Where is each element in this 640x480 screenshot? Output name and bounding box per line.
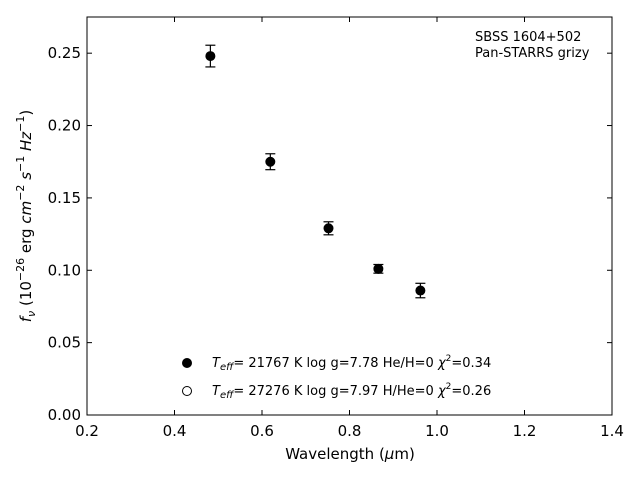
y-label-hz: Hz xyxy=(17,131,35,156)
x-tick-label: 1.4 xyxy=(600,422,624,440)
legend-entry-1: Teff= 21767 K log g=7.78 He/H=0 χ2=0.34 xyxy=(212,354,491,373)
data-point xyxy=(265,156,276,167)
legend-1-sq: 2 xyxy=(446,354,452,364)
x-tick-label: 1.2 xyxy=(513,422,537,440)
data-points xyxy=(205,44,426,299)
legend-1-t: T xyxy=(212,356,221,371)
x-axis-label-mu: μ xyxy=(384,445,395,463)
legend-marker-filled xyxy=(182,358,192,368)
x-tick-label: 0.6 xyxy=(250,422,274,440)
legend-1-chi2: =0.34 xyxy=(451,356,491,371)
legend: Teff= 21767 K log g=7.78 He/H=0 χ2=0.34 … xyxy=(182,354,491,401)
legend-1-teff: 21767 K xyxy=(248,356,302,371)
legend-2-logg: log g=7.97 xyxy=(307,384,379,399)
annotation-line-1: SBSS 1604+502 xyxy=(475,30,581,45)
y-label-exp4: −1 xyxy=(14,116,27,132)
x-tick-label: 0.2 xyxy=(75,422,99,440)
y-label-cm: cm xyxy=(17,201,35,224)
legend-1-logg: log g=7.78 xyxy=(307,356,379,371)
legend-2-teff: 27276 K xyxy=(248,384,302,399)
axis-ticks: 0.2 0.4 0.6 0.8 1.0 1.2 1.4 0.00 0.05 0.10 0.15 0.2… xyxy=(48,17,624,440)
y-label-close: ) xyxy=(17,110,35,116)
data-point xyxy=(323,223,334,234)
legend-1-chi: χ xyxy=(437,356,447,371)
data-point xyxy=(205,51,216,62)
legend-2-eq: = xyxy=(233,384,248,399)
data-point xyxy=(373,263,384,274)
x-tick-label: 0.4 xyxy=(163,422,187,440)
y-label-s: s xyxy=(17,172,35,185)
y-label-f: f xyxy=(17,314,35,322)
legend-1-eff: eff xyxy=(220,362,235,373)
legend-2-chi2: =0.26 xyxy=(451,384,491,399)
y-label-exp1: −26 xyxy=(14,258,27,281)
legend-entry-2: Teff= 27276 K log g=7.97 H/He=0 χ2=0.26 xyxy=(212,382,491,401)
y-label-nu: ν xyxy=(25,311,38,317)
legend-2-eff: eff xyxy=(220,390,235,401)
y-tick-label: 0.05 xyxy=(48,334,81,352)
y-tick-label: 0.20 xyxy=(48,117,81,135)
legend-marker-open xyxy=(182,386,192,396)
data-point xyxy=(415,285,426,296)
y-label-erg: erg xyxy=(17,224,35,258)
x-axis-label-text: Wavelength ( xyxy=(285,445,385,463)
y-label-exp2: −2 xyxy=(14,185,27,201)
x-axis-label: Wavelength (μm) xyxy=(285,445,415,463)
y-tick-label: 0.25 xyxy=(48,44,81,62)
legend-2-chi: χ xyxy=(437,384,447,399)
annotation-line-2: Pan-STARRS grizy xyxy=(475,46,590,61)
y-label-exp3: −1 xyxy=(14,156,27,172)
y-axis-label: fν (10−26 erg cm−2 s−1 Hz−1) xyxy=(14,110,38,322)
legend-1-abund: He/H=0 xyxy=(383,356,434,371)
y-tick-label: 0.00 xyxy=(48,406,81,424)
legend-2-abund: H/He=0 xyxy=(383,384,434,399)
x-axis-label-unit: m) xyxy=(394,445,414,463)
x-tick-label: 1.0 xyxy=(425,422,449,440)
y-tick-label: 0.15 xyxy=(48,189,81,207)
legend-2-sq: 2 xyxy=(446,382,452,392)
y-tick-label: 0.10 xyxy=(48,261,81,279)
legend-1-eq: = xyxy=(233,356,248,371)
x-tick-label: 0.8 xyxy=(338,422,362,440)
legend-2-t: T xyxy=(212,384,221,399)
y-label-open: (10 xyxy=(17,281,35,311)
